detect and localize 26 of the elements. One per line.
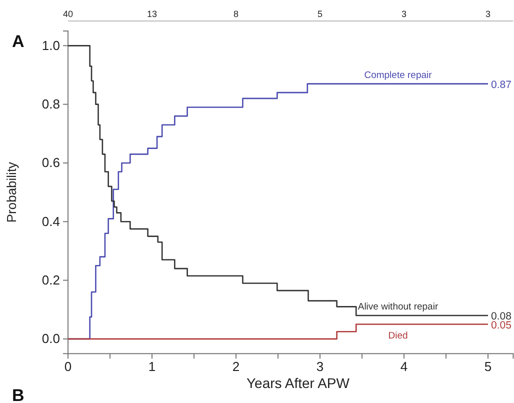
series-label: Died (388, 330, 408, 342)
x-tick-label: 5 (484, 358, 492, 374)
x-tick-label: 3 (316, 358, 324, 374)
y-tick-label: 1.0 (42, 38, 60, 53)
chart-title: A (12, 32, 24, 51)
text: B (12, 386, 24, 403)
x-tick-label: 4 (400, 358, 408, 374)
x-axis-title: Years After APW (246, 375, 350, 391)
text: 40 (62, 9, 74, 19)
y-tick-label: 0.2 (42, 272, 60, 288)
x-tick-label: 0 (64, 358, 72, 374)
series-label: Alive without repair (358, 301, 438, 312)
y-tick-label: 0.8 (42, 96, 60, 112)
y-tick-label: 0.4 (42, 214, 60, 229)
x-tick-label: 2 (232, 358, 240, 374)
text: 3 (401, 9, 407, 19)
text: 5 (317, 9, 323, 19)
x-tick-label: 1 (148, 358, 156, 374)
text: 8 (233, 9, 239, 19)
data-label: 0.87 (491, 78, 512, 91)
y-tick-label: 0.6 (42, 155, 60, 170)
series-label: Complete repair (364, 70, 432, 81)
text: 3 (485, 9, 491, 19)
text: 13 (146, 9, 158, 19)
y-tick-label: 0.0 (42, 331, 60, 346)
y-axis-title: Probability (4, 161, 19, 223)
